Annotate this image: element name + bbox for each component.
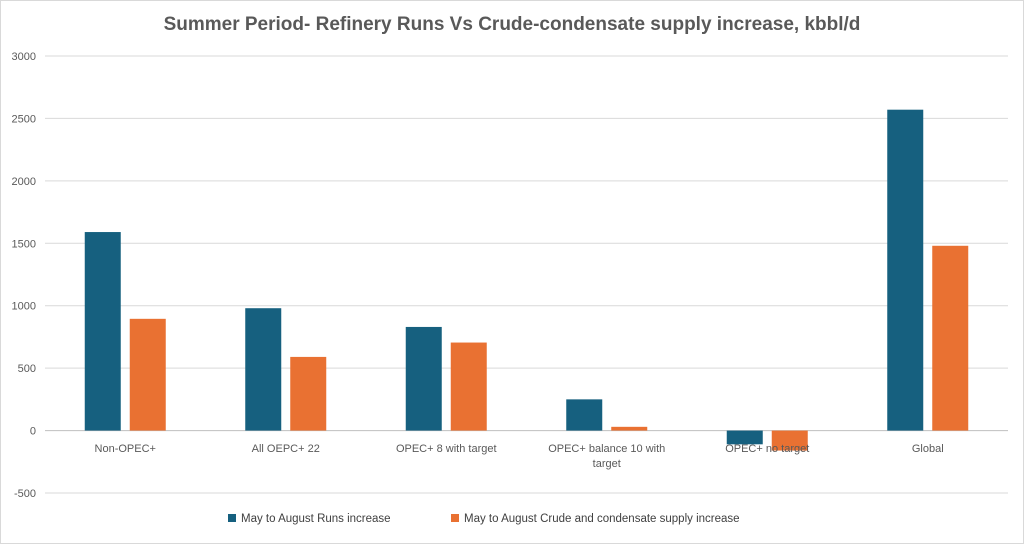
bar-supply-5: [932, 245, 969, 431]
bar-runs-5: [887, 109, 924, 431]
bar-supply-3: [611, 426, 648, 431]
x-category-label: Global: [912, 443, 944, 455]
x-category-label: All OEPC+ 22: [252, 443, 320, 455]
x-category-label: OPEC+ no target: [725, 443, 809, 455]
y-tick-label: 3000: [12, 51, 36, 63]
bar-runs-3: [566, 399, 603, 431]
x-category-label: OPEC+ balance 10 with: [548, 443, 665, 455]
y-tick-label: 2500: [12, 113, 36, 125]
bar-supply-0: [129, 318, 166, 431]
bar-runs-2: [405, 326, 442, 431]
bar-supply-2: [450, 342, 487, 431]
bar-supply-4: [771, 430, 808, 451]
y-tick-label: 0: [30, 426, 36, 438]
chart-title: Summer Period- Refinery Runs Vs Crude-co…: [163, 14, 861, 35]
y-tick-label: 2000: [12, 176, 36, 188]
bar-runs-0: [84, 232, 121, 431]
bar-supply-1: [290, 356, 327, 431]
legend-label: May to August Runs increase: [241, 513, 391, 525]
x-category-label: Non-OPEC+: [95, 443, 156, 455]
bar-runs-1: [245, 308, 282, 431]
bar-runs-4: [726, 430, 763, 445]
legend-swatch: [451, 514, 459, 522]
legend-label: May to August Crude and condensate suppl…: [464, 513, 740, 525]
y-tick-label: -500: [14, 488, 36, 500]
y-tick-label: 500: [18, 363, 36, 375]
legend-swatch: [228, 514, 236, 522]
x-category-label: target: [593, 458, 621, 470]
x-category-label: OPEC+ 8 with target: [396, 443, 497, 455]
y-tick-label: 1000: [12, 301, 36, 313]
y-tick-label: 1500: [12, 238, 36, 250]
